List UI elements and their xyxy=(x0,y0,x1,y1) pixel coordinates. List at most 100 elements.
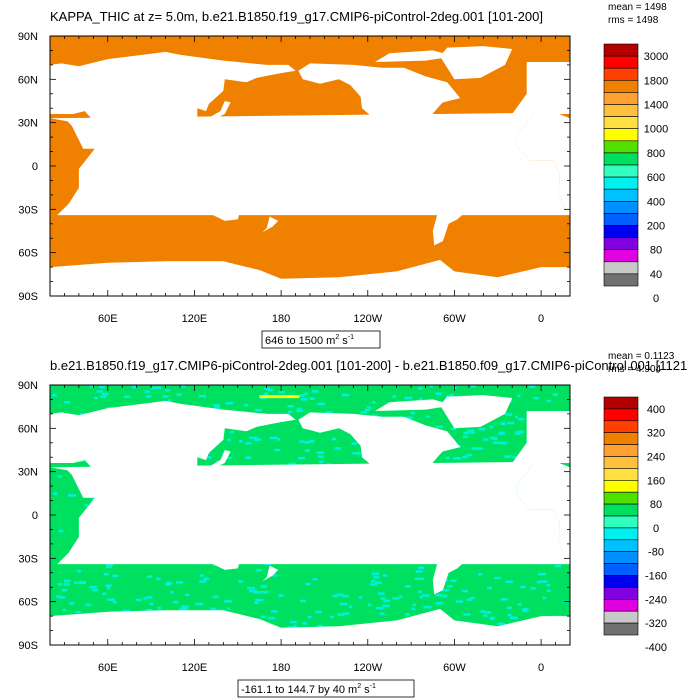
anomaly-cell xyxy=(210,607,217,611)
anomaly-cell xyxy=(146,575,153,578)
anomaly-cell xyxy=(470,385,476,388)
anomaly-cell xyxy=(341,393,350,397)
anomaly-cell xyxy=(149,602,154,606)
anomaly-cell xyxy=(316,625,323,628)
y-tick-label: 90N xyxy=(18,380,38,392)
anomaly-cell xyxy=(198,394,206,398)
anomaly-cell xyxy=(94,396,99,400)
anomaly-cell xyxy=(68,494,76,497)
anomaly-cell xyxy=(418,398,423,401)
anomaly-cell xyxy=(63,579,71,583)
anomaly-cell xyxy=(398,595,403,598)
land-newguinea xyxy=(210,516,238,530)
map-axes: 60E 120E 180 120W 60W 0 90N 60N 30N 0 30S 60S 90S xyxy=(18,380,571,674)
colorbar-swatch xyxy=(603,237,639,251)
colorbar-swatch xyxy=(603,55,639,69)
anomaly-cell xyxy=(105,584,112,587)
anomaly-cell xyxy=(352,452,361,455)
land-newguinea xyxy=(210,167,238,181)
anomaly-cell xyxy=(419,596,423,599)
anomaly-cell xyxy=(404,585,411,588)
anomaly-cell xyxy=(199,580,207,583)
anomaly-cell xyxy=(76,569,82,573)
anomaly-cell xyxy=(364,408,370,412)
anomaly-cell xyxy=(179,385,186,388)
anomaly-cell xyxy=(546,583,551,587)
anomaly-cell xyxy=(307,615,312,619)
colorbar-swatch xyxy=(603,67,639,81)
anomaly-cell xyxy=(507,606,512,610)
anomaly-cell xyxy=(373,576,380,579)
anomaly-cell xyxy=(255,598,264,602)
anomaly-cell xyxy=(207,456,212,459)
colorbar-swatch xyxy=(603,261,639,275)
anomaly-cell xyxy=(145,395,152,398)
land-namerica xyxy=(298,63,461,155)
colorbar-label: -80 xyxy=(648,547,664,559)
svg-text:646 to 1500 m2 s-1: 646 to 1500 m2 s-1 xyxy=(265,334,354,347)
anomaly-cell xyxy=(287,405,294,408)
panel-top: KAPPA_THIC at z= 5.0m, b.e21.B1850.f19_g… xyxy=(18,2,668,349)
anomaly-cell xyxy=(287,626,294,629)
anomaly-cell xyxy=(435,601,444,605)
anomaly-cell xyxy=(498,432,505,435)
anomaly-cell xyxy=(287,410,293,414)
colorbar-swatch xyxy=(603,188,639,202)
anomaly-cell xyxy=(311,390,319,393)
panel-title: b.e21.B1850.f19_g17.CMIP6-piControl-2deg… xyxy=(50,358,687,373)
y-tick-label: 60N xyxy=(18,74,38,86)
anomaly-cell xyxy=(517,603,522,606)
anomaly-cell xyxy=(288,462,297,466)
anomaly-cell xyxy=(264,387,271,390)
colorbar-swatch xyxy=(603,479,639,493)
anomaly-cell xyxy=(244,403,249,407)
anomaly-cell xyxy=(214,406,221,409)
anomaly-cell xyxy=(493,441,501,444)
anomaly-cell xyxy=(156,577,161,581)
anomaly-cell xyxy=(404,396,413,400)
y-tick-label: 90S xyxy=(18,291,38,303)
anomaly-cell xyxy=(304,449,310,453)
anomaly-cell xyxy=(58,596,66,599)
anomaly-cell xyxy=(423,605,432,609)
colorbar-label: 400 xyxy=(647,404,665,416)
anomaly-cell xyxy=(339,602,348,606)
anomaly-cell xyxy=(92,588,98,592)
land-antarctica xyxy=(50,259,570,296)
anomaly-cell xyxy=(546,399,551,403)
anomaly-cell xyxy=(105,563,114,567)
x-tick-label: 60E xyxy=(98,313,118,325)
anomaly-cell xyxy=(278,390,285,394)
anomaly-cell xyxy=(52,394,57,397)
x-tick-label: 180 xyxy=(272,313,290,325)
anomaly-cell xyxy=(212,595,219,599)
anomaly-cell xyxy=(360,411,367,414)
colorbar-swatch xyxy=(603,43,639,57)
colorbar-label: 0 xyxy=(653,523,659,535)
anomaly-cell xyxy=(181,605,189,608)
anomaly-cell xyxy=(504,455,512,458)
anomaly-cell xyxy=(99,385,105,389)
land-eurasia xyxy=(50,51,296,165)
anomaly-cell xyxy=(443,594,448,598)
anomaly-cell xyxy=(358,596,363,599)
anomaly-cell xyxy=(309,397,315,400)
colorbar-swatch xyxy=(603,563,639,576)
anomaly-cell xyxy=(483,614,488,617)
colorbar-label: 320 xyxy=(647,428,665,440)
stat-mean: mean = 0.1123 xyxy=(608,351,675,362)
anomaly-cell xyxy=(442,589,450,592)
anomaly-cell xyxy=(367,603,372,606)
anomaly-cell xyxy=(169,581,173,585)
anomaly-cell xyxy=(500,422,506,425)
colorbar-swatch xyxy=(603,408,639,422)
land-australia xyxy=(184,181,243,221)
y-tick-label: 30S xyxy=(18,553,38,565)
anomaly-cell xyxy=(334,447,342,450)
anomaly-cell xyxy=(469,431,476,434)
anomaly-cell xyxy=(146,596,153,599)
y-tick-label: 60S xyxy=(18,248,38,260)
anomaly-cell xyxy=(300,398,308,401)
anomaly-cell xyxy=(84,504,88,507)
stat-rms: rms = 1498 xyxy=(608,15,659,26)
